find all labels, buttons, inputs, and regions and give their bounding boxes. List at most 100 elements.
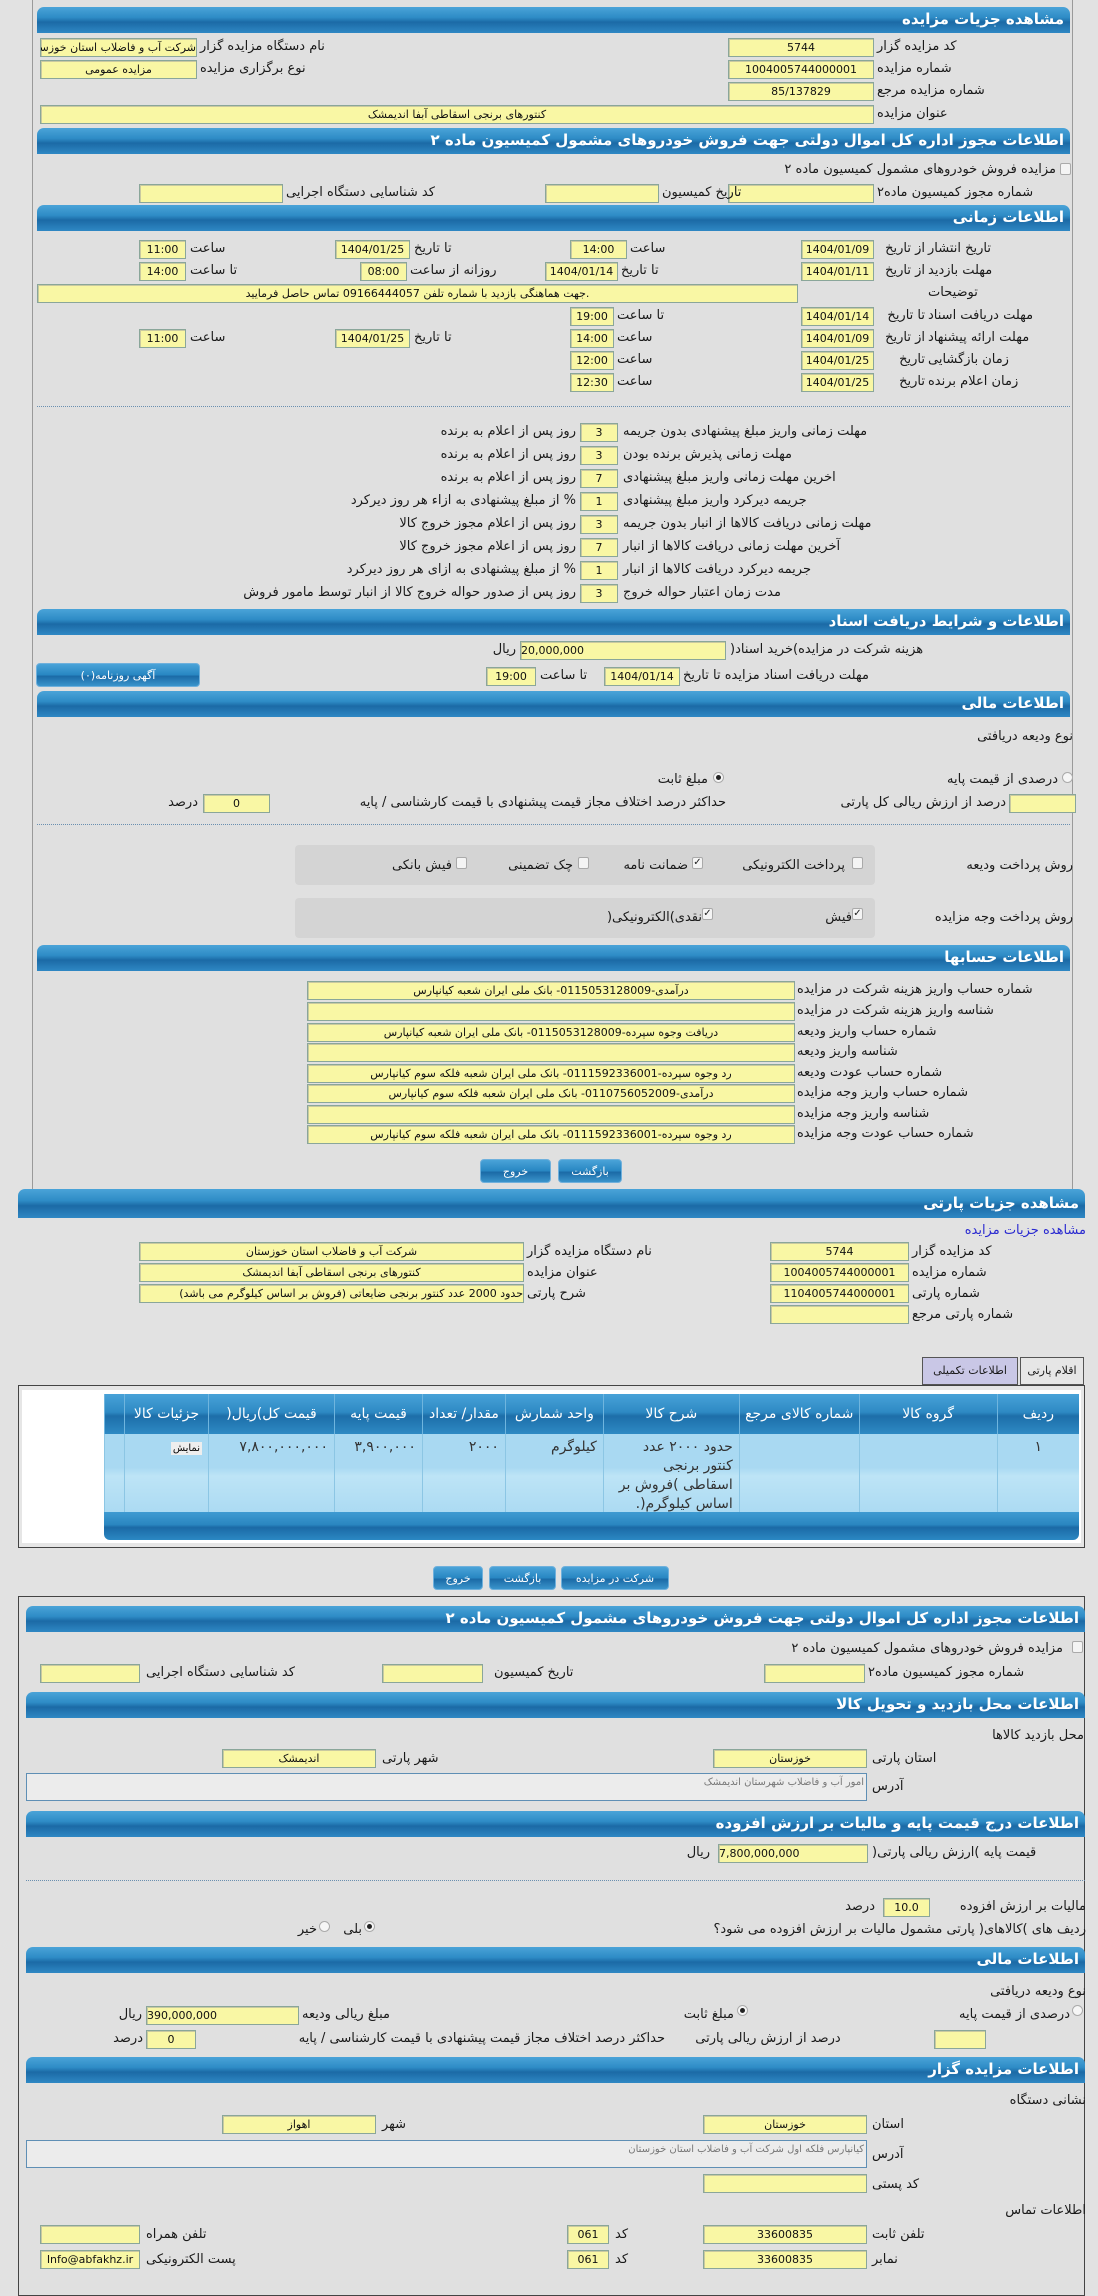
penalty-value[interactable]: 7 [580,538,618,557]
phone-field[interactable]: 33600835 [703,2225,867,2244]
postal-code-field[interactable] [703,2174,867,2193]
permit-number-field[interactable] [764,1664,865,1683]
party-code-field[interactable]: 5744 [770,1242,909,1261]
auction-number-field[interactable]: 1004005744000001 [728,60,874,79]
show-details-button[interactable]: نمایش [170,1442,202,1455]
account-field[interactable]: رد وجوه سپرده-0111592336001- بانک ملی ای… [307,1125,795,1144]
publish-to-field[interactable]: 1404/01/25 [335,240,410,259]
doc-deadline-date[interactable]: 1404/01/14 [604,667,680,686]
doc-deadline-time[interactable]: 19:00 [486,667,536,686]
penalty-value[interactable]: 1 [580,561,618,580]
vat-no-radio[interactable] [319,1921,330,1932]
max-diff-field[interactable]: 0 [146,2030,196,2049]
seller-address-field[interactable]: کیانپارس فلکه اول شرکت آب و فاضلاب استان… [26,2140,867,2168]
newspaper-ad-button[interactable]: آگهی روزنامه(۰) [36,663,200,687]
publish-time-field[interactable]: 14:00 [570,240,627,259]
account-field[interactable] [307,1002,795,1021]
party-number-field[interactable]: 1004005744000001 [770,1263,909,1282]
exec-code-field[interactable] [40,1664,140,1683]
percent-of-total-field[interactable] [934,2030,986,2049]
tab-additional-info[interactable]: اطلاعات تکمیلی [922,1357,1018,1385]
slip-checkbox[interactable]: ✓ [852,908,863,920]
phone-code-field[interactable]: 061 [567,2225,609,2244]
account-field[interactable]: درآمدی-0110756052009- بانک ملی ایران شعب… [307,1084,795,1103]
permit-checkbox[interactable] [1060,163,1071,175]
auction-ref-field[interactable]: 85/137829 [728,82,874,101]
cash-electronic-checkbox[interactable]: ✓ [702,908,713,920]
auction-code-field[interactable]: 5744 [728,38,874,57]
visit-daily-field[interactable]: 08:00 [360,262,407,281]
permit-number-field[interactable] [728,184,874,203]
vat-field[interactable]: 10.0 [883,1898,930,1917]
email-field[interactable]: Info@abfakhz.ir [40,2250,140,2269]
account-field[interactable]: دریافت وجوه سپرده-0115053128009- بانک مل… [307,1023,795,1042]
party-province-field[interactable]: خوزستان [713,1749,867,1768]
auction-details-link[interactable]: مشاهده جزیات مزایده [964,1223,1086,1238]
percent-of-total-field[interactable] [1009,794,1076,813]
percent-radio[interactable] [1062,772,1073,783]
visit-until-field[interactable]: 14:00 [139,262,186,281]
cheque-checkbox[interactable] [578,857,589,869]
org-name-field[interactable]: شرکت آب و فاضلاب استان خوزستان [40,38,197,57]
account-field[interactable]: رد وجوه سپرده-0111592336001- بانک ملی ای… [307,1064,795,1083]
publish-from-field[interactable]: 1404/01/09 [801,240,874,259]
party-city-field[interactable]: اندیمشک [222,1749,376,1768]
offer-time-field[interactable]: 14:00 [570,329,614,348]
notes-field[interactable]: .جهت هماهنگی بازدید با شماره تلفن 091664… [37,284,798,303]
party-ref-field[interactable] [770,1305,909,1324]
offer-to-time-field[interactable]: 11:00 [139,329,186,348]
seller-city-field[interactable]: اهواز [222,2115,376,2134]
offer-from-field[interactable]: 1404/01/09 [801,329,874,348]
account-field[interactable] [307,1105,795,1124]
base-price-field[interactable]: 7,800,000,000 [718,1844,868,1863]
winner-date-field[interactable]: 1404/01/25 [801,373,874,392]
account-field[interactable] [307,1043,795,1062]
winner-time-field[interactable]: 12:30 [570,373,614,392]
commission-date-field[interactable] [382,1664,483,1683]
bank-slip-checkbox[interactable] [456,857,467,869]
party-no-field[interactable]: 1104005744000001 [770,1284,909,1303]
seller-province-field[interactable]: خوزستان [703,2115,867,2134]
visit-to-field[interactable]: 1404/01/14 [545,262,618,281]
doc-fee-field[interactable]: 20,000,000 [520,641,726,660]
percent-radio[interactable] [1072,2005,1083,2016]
electronic-payment-checkbox[interactable] [852,857,863,869]
fixed-radio[interactable] [713,772,724,783]
offer-to-field[interactable]: 1404/01/25 [335,329,410,348]
exec-code-field[interactable] [139,184,283,203]
penalty-value[interactable]: 1 [580,492,618,511]
opening-date-field[interactable]: 1404/01/25 [801,351,874,370]
exit-button[interactable]: خروج [480,1159,551,1183]
account-field[interactable]: درآمدی-0115053128009- بانک ملی ایران شعب… [307,981,795,1000]
penalty-value[interactable]: 3 [580,584,618,603]
party-desc-field[interactable]: حدود 2000 عدد کنتور برنجی ضایعاتی (فروش … [139,1284,524,1303]
docs-time-field[interactable]: 19:00 [570,307,614,326]
fax-code-field[interactable]: 061 [567,2250,609,2269]
guarantee-checkbox[interactable]: ✓ [692,857,703,869]
back-button[interactable]: بازگشت [558,1159,622,1183]
auction-title-field[interactable]: کنتورهای برنجی اسقاطی آبفا اندیمشک [40,105,874,124]
penalty-value[interactable]: 3 [580,423,618,442]
penalty-value[interactable]: 3 [580,446,618,465]
tab-party-items[interactable]: اقلام پارتی [1020,1357,1084,1385]
back-button[interactable]: بازگشت [489,1566,556,1590]
commission-date-field[interactable] [545,184,659,203]
permit-checkbox[interactable] [1072,1641,1083,1653]
deposit-amount-field[interactable]: 390,000,000 [146,2006,299,2025]
penalty-value[interactable]: 7 [580,469,618,488]
max-diff-field[interactable]: 0 [203,794,270,813]
participate-button[interactable]: شرکت در مزایده [561,1566,669,1590]
exit-button[interactable]: خروج [433,1566,483,1590]
mobile-field[interactable] [40,2225,140,2244]
publish-to-time-field[interactable]: 11:00 [139,240,186,259]
party-org-field[interactable]: شرکت آب و فاضلاب استان خوزستان [139,1242,524,1261]
penalty-value[interactable]: 3 [580,515,618,534]
opening-time-field[interactable]: 12:00 [570,351,614,370]
visit-from-field[interactable]: 1404/01/11 [801,262,874,281]
party-subject-field[interactable]: کنتورهای برنجی اسقاطی آبفا اندیمشک [139,1263,524,1282]
fax-field[interactable]: 33600835 [703,2250,867,2269]
party-address-field[interactable]: امور آب و فاضلاب شهرستان اندیمشک [26,1773,867,1801]
vat-yes-radio[interactable] [364,1921,375,1932]
auction-type-field[interactable]: مزایده عمومی [40,60,197,79]
docs-to-field[interactable]: 1404/01/14 [801,307,874,326]
